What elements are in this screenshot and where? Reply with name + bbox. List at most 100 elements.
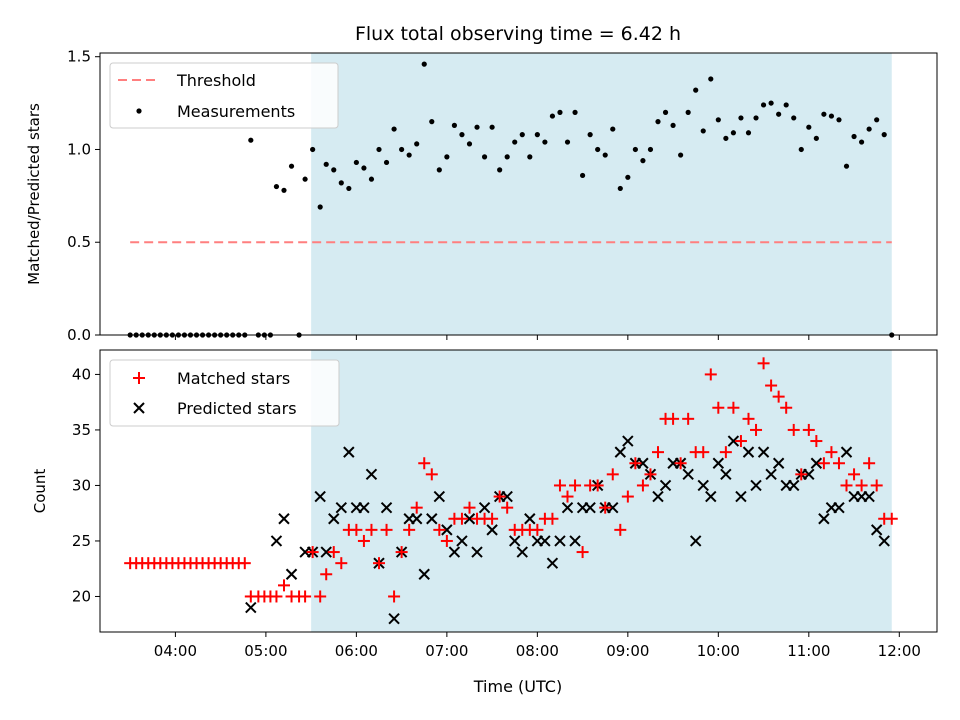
measurement-point [866, 126, 872, 132]
matched-point [546, 512, 559, 525]
x-axis-label: Time (UTC) [473, 677, 562, 696]
matched-point [591, 479, 604, 492]
measurement-point [693, 87, 699, 93]
predicted-point [554, 535, 566, 547]
measurement-point [331, 167, 337, 173]
measurement-point [798, 146, 804, 153]
measurement-point [406, 152, 412, 158]
predicted-point [735, 490, 747, 503]
predicted-point [569, 535, 581, 547]
measurement-point [504, 154, 510, 160]
y-tick-label: 0.5 [67, 233, 91, 251]
measurement-point [647, 146, 654, 153]
measurement-point [760, 102, 767, 108]
matched-point [238, 557, 251, 570]
predicted-point [463, 513, 476, 525]
measurement-point [579, 172, 586, 179]
measurement-point [738, 115, 744, 121]
predicted-point [285, 568, 298, 580]
measurement-point [346, 185, 352, 192]
measurement-point [497, 167, 503, 173]
predicted-point [697, 479, 709, 492]
matched-point [553, 479, 566, 492]
predicted-point [772, 457, 785, 469]
predicted-point [433, 490, 446, 503]
measurement-point [466, 141, 473, 147]
matched-point [772, 390, 785, 403]
predicted-point [637, 457, 649, 469]
matched-point [463, 501, 476, 514]
x-tick-label: 07:00 [425, 642, 468, 660]
predicted-point [750, 479, 762, 492]
measurement-point [730, 130, 737, 136]
measurement-point [874, 117, 880, 123]
measurement-point [723, 135, 729, 141]
matched-point [357, 534, 370, 547]
ratio-y-axis-label: Matched/Predicted stars [25, 103, 43, 285]
predicted-point [365, 468, 378, 481]
measurement-point [273, 183, 280, 190]
measurement-point [768, 100, 774, 106]
matched-point [848, 468, 861, 481]
measurement-point [632, 146, 638, 153]
count-panel: 20 25 30 35 40 04:00 05:00 06:00 07:00 08:00 09:0… [31, 349, 938, 696]
measurement-point [338, 180, 344, 186]
y-tick-label: 1.0 [67, 140, 91, 158]
measurement-point [708, 76, 714, 82]
predicted-point [863, 490, 875, 503]
y-tick-label: 30 [72, 476, 91, 494]
measurement-point [248, 137, 254, 143]
matched-point [840, 479, 853, 492]
y-tick-label: 35 [72, 421, 91, 439]
matched-point [277, 579, 290, 592]
matched-point [299, 590, 312, 603]
measurement-point [451, 122, 458, 128]
x-tick-label: 11:00 [787, 642, 830, 660]
x-tick-label: 04:00 [154, 642, 197, 660]
matched-point [750, 423, 763, 436]
measurement-point [617, 185, 623, 192]
measurement-point [534, 132, 540, 138]
matched-point [682, 412, 695, 425]
matched-point [380, 523, 393, 536]
measurement-point [655, 119, 661, 125]
matched-point [314, 590, 327, 603]
y-axis-count: 20 25 30 35 40 [72, 365, 100, 605]
measurement-point [368, 176, 375, 182]
matched-point [832, 457, 845, 470]
predicted-point [328, 513, 340, 525]
predicted-point [270, 535, 283, 547]
matched-point [629, 457, 642, 470]
predicted-point [840, 446, 853, 458]
measurement-point [881, 132, 887, 138]
matched-point [306, 546, 319, 559]
matched-point [704, 368, 717, 381]
measurement-point [399, 146, 405, 153]
matched-point [531, 523, 544, 536]
matched-point [320, 568, 333, 581]
count-legend: Matched stars Predicted stars [109, 359, 340, 427]
count-plot-frame [99, 349, 938, 633]
predicted-point [818, 513, 830, 525]
matched-point [667, 412, 680, 425]
predicted-point [516, 546, 528, 558]
measurement-point [806, 124, 812, 130]
x-tick-label: 12:00 [878, 642, 921, 660]
predicted-point [803, 468, 815, 481]
measurement-point [821, 111, 827, 117]
predicted-point [712, 457, 725, 469]
measurement-point [429, 119, 435, 125]
predicted-point [539, 535, 551, 547]
legend-measurements-swatch [136, 108, 142, 114]
predicted-point [380, 501, 393, 514]
predicted-point [456, 535, 468, 547]
predicted-point [546, 557, 559, 569]
measurement-point [436, 167, 442, 173]
measurement-point [595, 146, 601, 153]
predicted-point [659, 479, 672, 492]
matched-point [780, 401, 793, 414]
matched-point [636, 479, 649, 492]
matched-point [455, 512, 468, 525]
measurement-point [783, 102, 789, 108]
